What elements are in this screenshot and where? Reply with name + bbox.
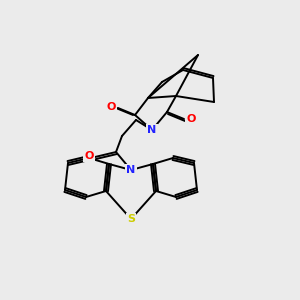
Text: S: S [127, 214, 135, 224]
Text: O: O [186, 114, 196, 124]
Text: N: N [147, 125, 157, 135]
Text: O: O [106, 102, 116, 112]
Text: O: O [84, 151, 94, 161]
Text: N: N [126, 165, 136, 175]
